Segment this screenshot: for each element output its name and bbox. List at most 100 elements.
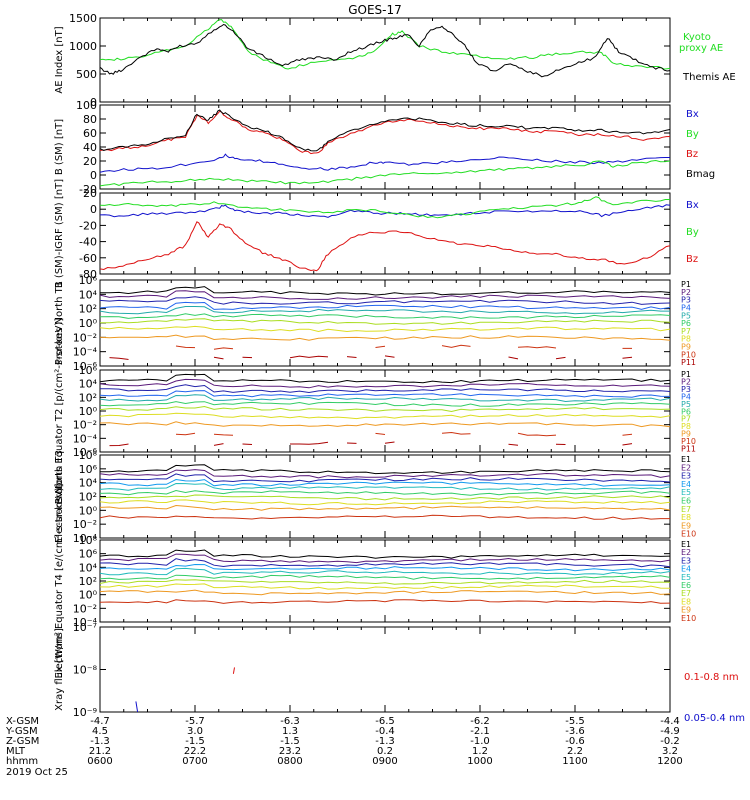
- y-tick-label: 10⁰: [79, 405, 98, 418]
- y-tick-label: 60: [83, 127, 97, 140]
- y-tick-label: 10⁻⁸: [73, 664, 98, 677]
- series-p4: [100, 390, 670, 398]
- legend-e2: E2: [681, 548, 691, 557]
- plot-area: [100, 196, 670, 272]
- legend-p9: P9: [681, 430, 691, 439]
- x-row-value: 21.2: [89, 746, 111, 757]
- legend-by: By: [686, 129, 699, 140]
- series-e10: [100, 514, 670, 520]
- series-p1: [100, 286, 670, 296]
- y-axis-label: Protons North T1: [54, 281, 65, 365]
- y-axis-label: AE Index [nT]: [54, 26, 65, 93]
- x-row-value: -1.3: [375, 736, 395, 747]
- x-row-value: -1.3: [90, 736, 110, 747]
- y-tick-label: 0: [90, 169, 97, 182]
- legend-proxy-ae: proxy AE: [679, 43, 723, 54]
- x-row-value: -2.1: [470, 726, 490, 737]
- plot-area: [100, 549, 670, 604]
- y-tick-label: 80: [83, 113, 97, 126]
- series-p3: [100, 384, 670, 394]
- y-tick-label: 10⁻²: [73, 602, 97, 615]
- series-p2: [100, 378, 670, 389]
- y-tick-label: 10⁻²: [73, 331, 97, 344]
- y-tick-label: 20: [83, 155, 97, 168]
- legend-by: By: [686, 227, 699, 238]
- x-row-value: 3.2: [662, 746, 678, 757]
- y-axis-label: Xray flux [W/m²]: [54, 628, 65, 711]
- x-row-value: 4.5: [92, 726, 108, 737]
- legend-p11: P11: [681, 445, 696, 454]
- x-row-label: MLT: [6, 746, 26, 757]
- legend-p2: P2: [681, 377, 691, 386]
- panel-frame: [99, 279, 671, 367]
- series-by: [100, 196, 670, 219]
- y-tick-label: 10⁴: [79, 477, 98, 490]
- y-tick-label: 10²: [79, 303, 97, 316]
- y-tick-label: 10⁶: [79, 364, 98, 377]
- x-row-value: 1200: [657, 756, 682, 767]
- y-tick-label: 10⁴: [79, 378, 98, 391]
- series-p6: [100, 401, 670, 407]
- series-e7: [100, 494, 670, 501]
- plot-area: [100, 286, 670, 360]
- y-tick-label: 10⁶: [79, 463, 98, 476]
- y-tick-label: 10⁶: [79, 274, 98, 287]
- legend-p4: P4: [681, 392, 691, 401]
- x-row-label: Z-GSM: [6, 736, 39, 747]
- panel-frame: [99, 626, 671, 713]
- x-row-value: -6.3: [280, 716, 300, 727]
- y-tick-label: -20: [79, 219, 97, 232]
- y-tick-label: 10²: [79, 575, 97, 588]
- legend-e5: E5: [681, 573, 691, 582]
- y-tick-label: 10⁻⁶: [73, 446, 98, 459]
- legend-e3: E3: [681, 556, 691, 565]
- series-p10: [175, 431, 633, 437]
- series-0-05-0-4-nm: [135, 701, 139, 712]
- x-row-value: -1.5: [280, 736, 300, 747]
- x-row-value: -5.5: [565, 716, 585, 727]
- legend: 0.1-0.8 nm 0.05-0.4 nm: [684, 672, 745, 724]
- y-axis-label: Protons Equator T2 [p/(cm²-s-sr-keV)]: [54, 318, 65, 505]
- x-row-value: 23.2: [279, 746, 301, 757]
- legend-p6: P6: [681, 319, 691, 328]
- legend-e1: E1: [681, 455, 691, 464]
- series-e1: [100, 464, 670, 475]
- series-p3: [100, 296, 670, 305]
- legend-xray-short: 0.05-0.4 nm: [684, 713, 745, 724]
- legend-kyoto: Kyoto: [683, 32, 711, 43]
- x-row-value: -3.6: [565, 726, 585, 737]
- legend-e8: E8: [681, 597, 691, 606]
- x-row-value: 1.3: [282, 726, 298, 737]
- x-row-value: -4.7: [90, 716, 110, 727]
- y-tick-label: 10⁻²: [73, 419, 97, 432]
- y-tick-label: 10⁸: [79, 534, 98, 547]
- series-e9: [100, 589, 670, 596]
- panel-frame: [99, 17, 671, 103]
- series-p8: [100, 412, 670, 420]
- plot-area: [100, 19, 670, 78]
- y-tick-label: 10⁰: [79, 317, 98, 330]
- series-kyoto-proxy-ae: [100, 19, 670, 70]
- x-row-value: -6.2: [470, 716, 490, 727]
- series-e2: [100, 553, 670, 564]
- series-p8: [100, 325, 670, 333]
- legend-p7: P7: [681, 415, 691, 424]
- legend-bmag: Bmag: [686, 169, 715, 180]
- series-p1: [100, 373, 670, 384]
- x-axis-table: X-GSM -4.7 -5.7 -6.3 -6.5 -6.2 -5.5 -4.4 Y-GSM 4.…: [5, 716, 683, 778]
- y-tick-label: 0: [90, 203, 97, 216]
- legend: Bx By Bz: [686, 200, 699, 265]
- legend-p10: P10: [681, 350, 696, 359]
- plot-area: [135, 667, 235, 712]
- legend-e7: E7: [681, 505, 691, 514]
- y-tick-label: 10⁻⁹: [73, 706, 97, 719]
